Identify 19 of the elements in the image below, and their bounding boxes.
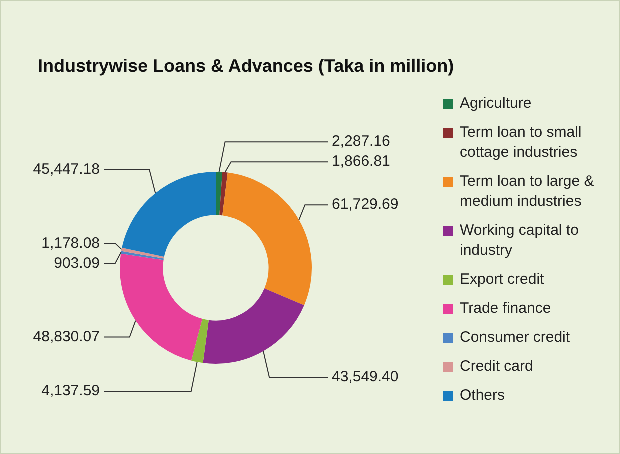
legend-label: Working capital to industry: [460, 221, 580, 261]
data-label: 4,137.59: [42, 382, 100, 400]
legend-label: Export credit: [460, 270, 544, 290]
data-label: 43,549.40: [332, 368, 399, 386]
legend-label: Term loan to small cottage industries: [460, 123, 583, 163]
data-label: 1,178.08: [42, 234, 100, 252]
data-label: 903.09: [54, 254, 100, 272]
data-label: 45,447.18: [33, 161, 100, 178]
data-label: 61,729.69: [332, 196, 399, 214]
data-label: 1,866.81: [332, 153, 390, 170]
legend-label: Agriculture: [460, 94, 532, 114]
chart-title: Industrywise Loans & Advances (Taka in million): [38, 56, 454, 77]
data-label: 48,830.07: [33, 328, 100, 346]
legend-label: Trade finance: [460, 299, 552, 319]
legend-label: Consumer credit: [460, 328, 570, 348]
data-label: 2,287.16: [332, 133, 390, 150]
legend-label: Others: [460, 386, 506, 406]
legend-label: Credit card: [460, 357, 534, 377]
legend-label: Term loan to large & medium industries: [460, 172, 596, 212]
